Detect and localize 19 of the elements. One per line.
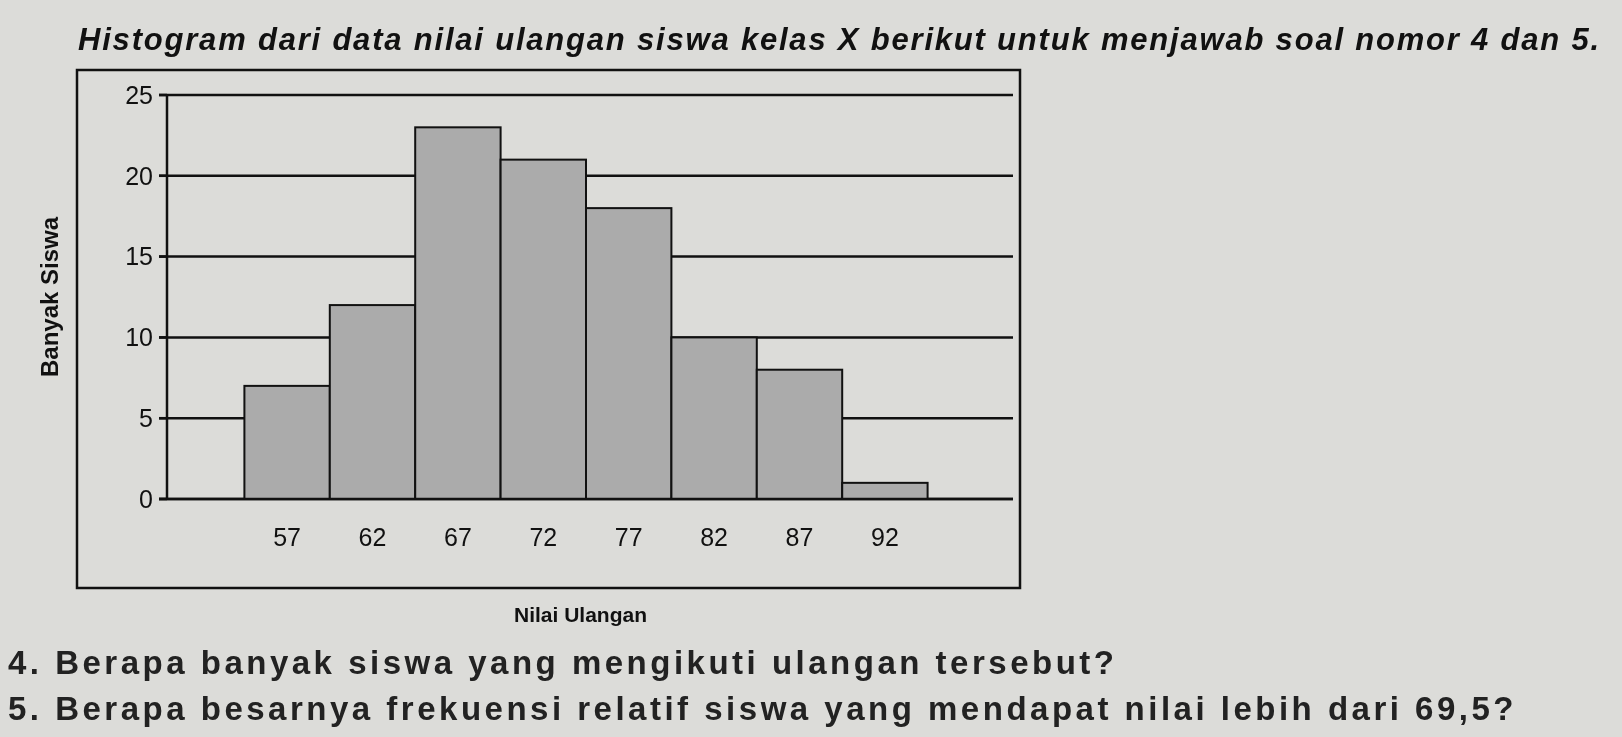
x-tick-label: 62 (358, 523, 387, 551)
y-tick-label: 20 (125, 161, 153, 190)
x-tick-label: 57 (273, 523, 302, 551)
x-axis-title: Nilai Ulangan (513, 603, 648, 626)
x-tick-label: 77 (614, 523, 643, 551)
x-tick-label: 67 (443, 523, 472, 551)
x-tick-label: 82 (700, 523, 729, 551)
y-tick-label: 15 (125, 242, 153, 271)
text: 4. Berapa banyak siswa yang mengikuti ulangan tersebut? (8, 644, 1118, 681)
y-tick-label: 10 (125, 323, 153, 352)
x-tick-label: 92 (870, 523, 899, 551)
text: 5. Berapa besarnya frekuensi relatif siswa yang mendapat nilai lebih dari 69,5? (8, 690, 1517, 727)
y-axis-title: Banyak Siswa (36, 216, 63, 378)
y-tick-label: 0 (139, 484, 153, 513)
chart-title: Histogram dari data nilai ulangan siswa kelas X berikut untuk menjawab soal nomor 4 dan 5. (78, 22, 1601, 57)
x-tick-label: 87 (785, 523, 814, 551)
y-tick-label: 25 (125, 80, 153, 109)
y-tick-label: 5 (139, 403, 153, 432)
x-tick-label: 72 (529, 523, 558, 551)
